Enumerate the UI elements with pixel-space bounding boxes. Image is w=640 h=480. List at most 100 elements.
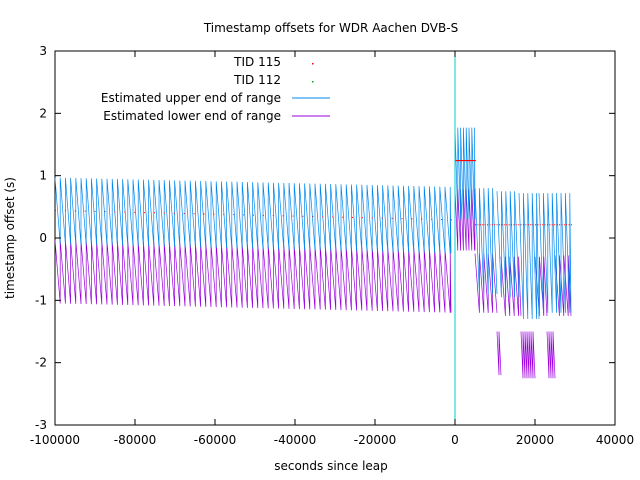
data-point [513,224,515,226]
series-segment [454,189,476,251]
data-point [352,216,353,218]
data-point [183,212,185,214]
y-tick-label: -3 [35,418,47,432]
x-tick-label: -40000 [274,433,317,447]
y-tick-label: 0 [39,231,47,245]
series-layer [54,127,572,379]
data-point [475,160,476,162]
data-point [530,224,532,226]
data-point [551,224,553,226]
data-point [499,224,500,226]
data-point [563,224,565,226]
data-point [292,215,294,217]
data-point [496,224,498,226]
x-tick-label: 20000 [516,433,554,447]
data-point [94,210,96,212]
series-segment [520,331,536,379]
data-point [477,224,479,226]
data-point [508,224,510,226]
ticks-layer: -100000 -80000 -60000 -40000 -20000 0 20000 400… [30,44,634,447]
series-segment [496,191,520,298]
data-point [487,224,488,226]
data-point [532,224,534,226]
data-point [282,215,284,217]
legend-label-lower: Estimated lower end of range [103,109,281,123]
data-point [371,217,373,219]
data-point [104,211,106,213]
data-point [55,209,56,211]
legend: TID 115 TID 112 Estimated upper end of r… [101,55,330,123]
data-point [193,213,195,215]
data-point [535,224,536,226]
data-point [114,211,116,213]
data-point [511,224,512,226]
data-point [506,224,508,226]
data-point [64,210,66,212]
data-point [494,224,496,226]
data-point [523,224,524,226]
x-tick-label: -20000 [354,433,397,447]
y-axis-label: timestamp offset (s) [3,177,17,299]
data-point [484,224,486,226]
y-tick-label: 2 [39,106,47,120]
data-point [501,224,503,226]
data-point [544,224,546,226]
data-point [566,224,568,226]
data-point [203,213,205,215]
x-tick-label: 40000 [596,433,634,447]
data-point [84,210,86,212]
data-point [525,224,527,226]
y-tick-label: -1 [35,293,47,307]
data-point [322,216,324,218]
data-point [124,211,126,213]
data-point [503,224,505,226]
legend-swatch-tid-115 [312,63,314,65]
data-point [74,210,76,212]
x-tick-label: -80000 [114,433,157,447]
data-point [561,224,563,226]
legend-label-upper: Estimated upper end of range [101,91,281,105]
x-axis-label: seconds since leap [274,459,388,473]
legend-label-tid-115: TID 115 [233,55,281,69]
data-point [302,215,304,217]
data-point [475,224,476,226]
data-point [144,212,146,214]
data-point [361,217,363,219]
data-point [556,224,558,226]
series-segment [474,188,498,295]
x-tick-label: -60000 [194,433,237,447]
x-tick-label: -100000 [30,433,80,447]
series-segment [538,193,572,313]
data-point [411,218,413,220]
data-point [568,224,570,226]
y-tick-label: 3 [39,44,47,58]
data-point [262,214,264,216]
data-point [431,218,433,220]
y-tick-label: 1 [39,169,47,183]
data-point [537,224,539,226]
series-tid-115-points [55,160,572,226]
data-point [491,224,493,226]
series-segment [54,239,452,313]
data-point [312,216,314,218]
data-point [518,224,520,226]
series-segment [496,331,502,376]
data-point [559,224,560,226]
data-point [542,224,544,226]
x-tick-label: 0 [451,433,459,447]
data-point [154,212,155,214]
series-segment [546,331,556,379]
data-point [213,213,215,215]
data-point [381,217,383,219]
data-point [547,224,548,226]
data-point [233,214,235,216]
data-point [549,224,551,226]
data-point [243,214,245,216]
y-tick-label: -2 [35,356,47,370]
data-point [272,215,274,217]
data-point [134,211,136,213]
series-upper-range [54,127,572,320]
data-point [163,212,165,214]
data-point [489,224,491,226]
series-segment [54,177,452,254]
